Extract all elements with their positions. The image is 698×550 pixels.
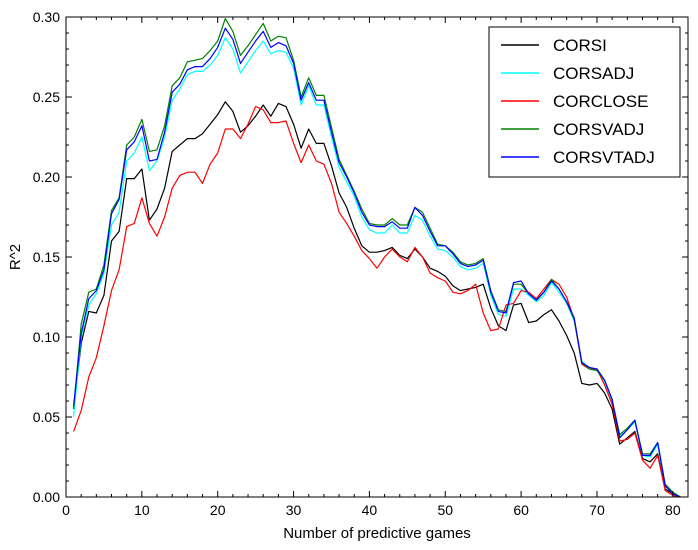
y-tick-label: 0.15 [33, 249, 60, 265]
y-axis-label: R^2 [7, 244, 24, 270]
legend-label-corclose: CORCLOSE [553, 92, 648, 111]
legend-label-corsi: CORSI [553, 36, 607, 55]
x-axis-label: Number of predictive games [283, 525, 471, 542]
y-tick-label: 0.20 [33, 169, 60, 185]
x-tick-label: 50 [437, 502, 453, 518]
y-tick-label: 0.25 [33, 89, 60, 105]
x-tick-label: 10 [134, 502, 150, 518]
axis-tick-labels: 0 10 20 30 40 50 60 70 80 0.00 0.05 0.10 0.15 0.20 0.2… [33, 9, 681, 518]
legend-label-corsvadj: CORSVADJ [553, 120, 644, 139]
legend-label-corsadj: CORSADJ [553, 64, 634, 83]
y-tick-label: 0.05 [33, 409, 60, 425]
legend-label-corsvtadj: CORSVTADJ [553, 148, 655, 167]
x-tick-label: 40 [362, 502, 378, 518]
series-line-corsi [73, 101, 681, 498]
axis-ticks [65, 16, 689, 498]
legend: CORSI CORSADJ CORCLOSE CORSVADJ CORSVTADJ [488, 26, 681, 178]
legend-box [488, 26, 681, 178]
y-tick-label: 0.00 [33, 489, 60, 505]
y-tick-label: 0.10 [33, 329, 60, 345]
x-tick-label: 20 [210, 502, 226, 518]
x-tick-label: 70 [589, 502, 605, 518]
series-line-corsvtadj [73, 27, 681, 498]
x-tick-label: 80 [665, 502, 681, 518]
x-tick-label: 0 [62, 502, 70, 518]
x-tick-label: 60 [513, 502, 529, 518]
x-tick-label: 30 [286, 502, 302, 518]
y-tick-label: 0.30 [33, 9, 60, 25]
series-lines [73, 18, 681, 498]
